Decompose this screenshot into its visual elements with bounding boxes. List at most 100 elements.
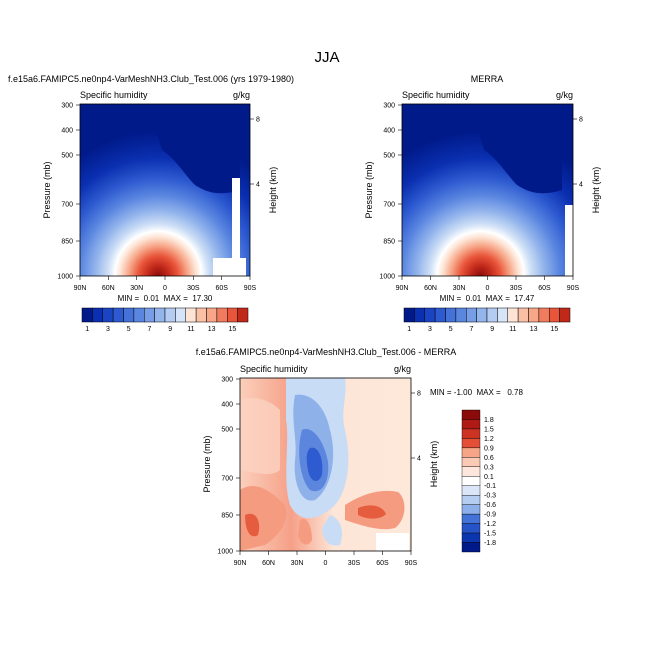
y-axis-label: Pressure (mb) — [42, 161, 52, 218]
colorbar-label: 5 — [127, 326, 131, 333]
panel-difference: f.e15a6.FAMIPC5.ne0np4-VarMeshNH3.Club_T… — [196, 347, 524, 567]
y-tick-label-right: 4 — [256, 182, 260, 189]
colorbar-swatch — [445, 307, 457, 323]
x-tick-label: 30S — [187, 285, 200, 292]
x-tick-label: 30S — [348, 560, 361, 567]
x-tick-label: 90S — [244, 285, 257, 292]
x-tick-label: 60N — [424, 285, 437, 292]
colorbar-label: -0.9 — [484, 512, 496, 519]
colorbar-swatch — [461, 523, 481, 534]
x-tick-label: 0 — [486, 285, 490, 292]
colorbar-label: 13 — [208, 326, 216, 333]
panel-subtitle-right: g/kg — [233, 90, 250, 100]
panel-merra: MERRA Specific humidity g/kg 300 400 500… — [364, 74, 601, 333]
colorbar-swatch — [237, 307, 249, 323]
colorbar-swatch — [486, 307, 498, 323]
x-ticks: 90N 60N 30N 0 30S 60S 90S — [74, 276, 257, 292]
y-axis-label-right: Height (km) — [268, 167, 278, 214]
colorbar-swatch — [227, 307, 238, 323]
colorbar-label: 0.1 — [484, 474, 494, 481]
colorbar-swatch — [206, 307, 218, 323]
colorbar-swatch — [154, 307, 166, 323]
colorbar-vertical: 1.8 1.5 1.2 0.9 0.6 0.3 0.1 -0.1 -0.3 -0.6 -0.9 -1.… — [461, 409, 496, 553]
y-tick-label: 400 — [383, 128, 395, 135]
colorbar-label: 1 — [85, 326, 89, 333]
colorbar-swatch — [559, 307, 571, 323]
y-ticks-left: 300 400 500 700 850 1000 — [57, 103, 80, 281]
colorbar-swatch — [81, 307, 93, 323]
y-ticks-left: 300 400 500 700 850 1000 — [217, 377, 240, 556]
y-axis-label-right: Height (km) — [429, 441, 439, 488]
y-tick-label: 1000 — [379, 274, 395, 281]
y-tick-label: 850 — [221, 513, 233, 520]
colorbar-label: -0.3 — [484, 493, 496, 500]
y-axis-label-right: Height (km) — [591, 167, 601, 214]
colorbar-swatch — [476, 307, 488, 323]
stats-label: MIN = -1.00 MAX = 0.78 — [430, 388, 523, 397]
y-tick-label: 500 — [383, 153, 395, 160]
colorbar-swatch — [507, 307, 519, 323]
x-tick-label: 0 — [324, 560, 328, 567]
x-tick-label: 90N — [396, 285, 409, 292]
y-tick-label: 850 — [61, 239, 73, 246]
contour-field — [80, 104, 250, 276]
contour-field — [402, 104, 573, 276]
colorbar-swatch — [216, 307, 228, 323]
colorbar: 1 3 5 7 9 11 13 15 — [81, 307, 249, 333]
y-axis-label: Pressure (mb) — [202, 435, 212, 492]
colorbar-label: 3 — [428, 326, 432, 333]
colorbar-label: -0.1 — [484, 483, 496, 490]
y-ticks-right: 8 4 — [250, 117, 260, 189]
colorbar-swatch — [461, 532, 481, 543]
colorbar-label: 0.3 — [484, 464, 494, 471]
colorbar-swatch — [549, 307, 560, 323]
x-tick-label: 90N — [234, 560, 247, 567]
y-ticks-left: 300 400 500 700 850 1000 — [379, 103, 402, 281]
colorbar-label: 1.8 — [484, 417, 494, 424]
x-tick-label: 60N — [262, 560, 275, 567]
colorbar: 1 3 5 7 9 11 13 15 — [403, 307, 571, 333]
colorbar-swatch — [461, 542, 481, 553]
colorbar-swatch — [175, 307, 186, 323]
colorbar-label: 5 — [449, 326, 453, 333]
colorbar-swatch — [461, 419, 481, 430]
colorbar-swatch — [461, 447, 481, 458]
x-tick-label: 90N — [74, 285, 87, 292]
y-tick-label-right: 4 — [579, 182, 583, 189]
panel-title: f.e15a6.FAMIPC5.ne0np4-VarMeshNH3.Club_T… — [8, 74, 294, 84]
x-tick-label: 30S — [510, 285, 523, 292]
colorbar-label: 7 — [469, 326, 473, 333]
panel-subtitle-left: Specific humidity — [240, 364, 308, 374]
colorbar-swatch — [102, 307, 114, 323]
x-ticks: 90N 60N 30N 0 30S 60S 90S — [234, 551, 418, 567]
y-tick-label: 700 — [383, 202, 395, 209]
colorbar-swatch — [133, 307, 145, 323]
colorbar-swatch — [455, 307, 467, 323]
panel-title: MERRA — [471, 74, 504, 84]
colorbar-swatch — [434, 307, 446, 323]
panel-subtitle-right: g/kg — [556, 90, 573, 100]
panel-subtitle-right: g/kg — [394, 364, 411, 374]
panel-model: f.e15a6.FAMIPC5.ne0np4-VarMeshNH3.Club_T… — [8, 74, 294, 333]
colorbar-label: 1.2 — [484, 436, 494, 443]
y-tick-label: 300 — [383, 103, 395, 110]
stats-label: MIN = 0.01 MAX = 17.30 — [118, 294, 213, 303]
colorbar-swatch — [461, 513, 481, 524]
panel-subtitle-left: Specific humidity — [80, 90, 148, 100]
y-tick-label: 850 — [383, 239, 395, 246]
y-tick-label-right: 8 — [256, 117, 260, 124]
colorbar-label: 0.6 — [484, 455, 494, 462]
colorbar-swatch — [497, 307, 508, 323]
colorbar-label: 11 — [187, 326, 194, 333]
colorbar-swatch — [461, 504, 481, 515]
colorbar-label: -1.5 — [484, 531, 496, 538]
y-tick-label: 500 — [61, 153, 73, 160]
colorbar-swatch — [538, 307, 550, 323]
colorbar-label: 11 — [509, 326, 516, 333]
x-tick-label: 30N — [453, 285, 466, 292]
colorbar-swatch — [123, 307, 135, 323]
colorbar-swatch — [461, 485, 481, 496]
x-tick-label: 90S — [567, 285, 580, 292]
x-tick-label: 60S — [215, 285, 228, 292]
colorbar-swatch — [461, 476, 481, 486]
